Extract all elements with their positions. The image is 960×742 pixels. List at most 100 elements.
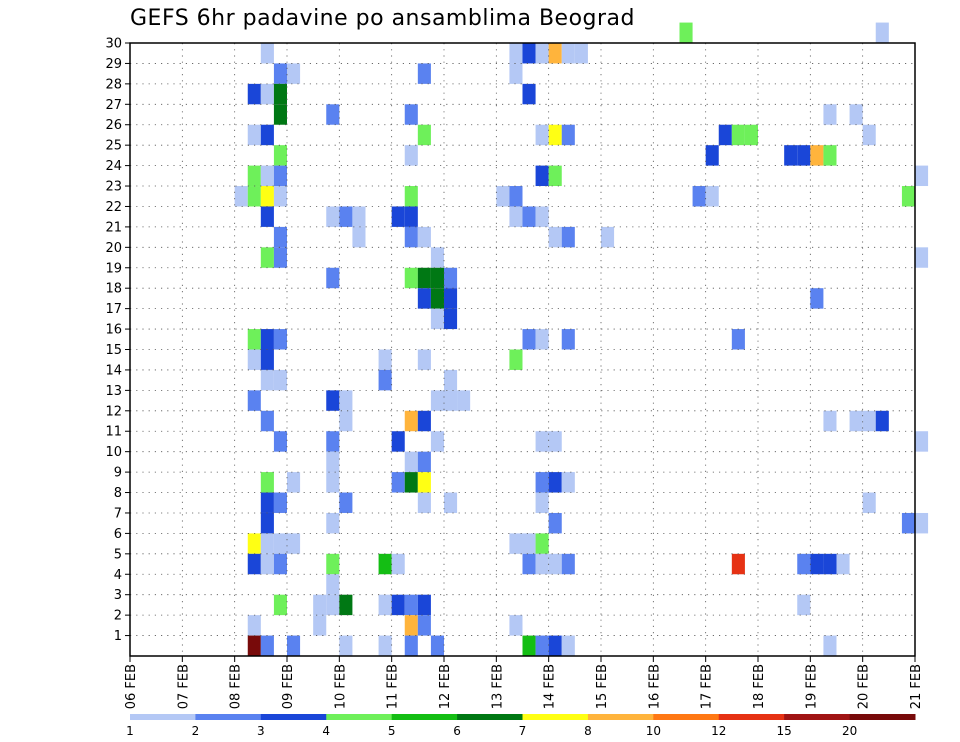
heatmap-cell bbox=[692, 186, 706, 207]
heatmap-cell bbox=[444, 288, 458, 309]
heatmap-cell bbox=[444, 267, 458, 289]
heatmap-cell bbox=[247, 615, 261, 636]
y-tick-label: 15 bbox=[105, 343, 122, 358]
heatmap-cell bbox=[862, 410, 876, 432]
y-tick-label: 9 bbox=[114, 466, 122, 481]
heatmap-cell bbox=[417, 288, 431, 309]
y-tick-label: 1 bbox=[114, 629, 122, 644]
heatmap-cell bbox=[339, 635, 353, 656]
heatmap-cell bbox=[326, 574, 340, 595]
heatmap-cell bbox=[444, 308, 458, 330]
x-tick-label: 16 FEB bbox=[647, 664, 662, 709]
y-tick-label: 25 bbox=[105, 139, 122, 154]
heatmap-cell bbox=[810, 145, 824, 166]
heatmap-cell bbox=[915, 431, 929, 452]
heatmap-cell bbox=[535, 206, 549, 227]
colorbar-swatch bbox=[784, 714, 851, 720]
heatmap-cell bbox=[823, 104, 837, 125]
colorbar-swatch bbox=[195, 714, 262, 720]
heatmap-cell bbox=[535, 472, 549, 493]
heatmap-cell bbox=[287, 63, 301, 84]
heatmap-cell bbox=[522, 553, 536, 575]
colorbar-label: 3 bbox=[257, 724, 265, 738]
heatmap-cell bbox=[287, 533, 301, 554]
heatmap-cell bbox=[548, 472, 562, 493]
heatmap-cell bbox=[273, 553, 287, 575]
heatmap-cell bbox=[260, 553, 274, 575]
heatmap-cell bbox=[509, 206, 523, 227]
heatmap-cell bbox=[391, 431, 405, 452]
y-tick-label: 3 bbox=[114, 588, 122, 603]
heatmap-cell bbox=[247, 165, 261, 187]
heatmap-cell bbox=[417, 63, 431, 84]
heatmap-cell bbox=[247, 390, 261, 411]
y-tick-label: 24 bbox=[105, 159, 122, 174]
grid-layer bbox=[130, 43, 915, 656]
colorbar-label: 12 bbox=[711, 724, 726, 738]
y-tick-label: 29 bbox=[105, 57, 122, 72]
heatmap-cell bbox=[522, 206, 536, 227]
heatmap-cell bbox=[875, 22, 889, 43]
heatmap-cell bbox=[273, 63, 287, 84]
heatmap-cell bbox=[273, 83, 287, 105]
heatmap-cell bbox=[797, 594, 811, 616]
heatmap-cell bbox=[797, 145, 811, 166]
heatmap-cell bbox=[444, 369, 458, 391]
y-tick-label: 6 bbox=[114, 527, 122, 542]
heatmap-cell bbox=[378, 553, 392, 575]
heatmap-cell bbox=[260, 349, 274, 370]
heatmap-cell bbox=[391, 553, 405, 575]
heatmap-cell bbox=[561, 43, 575, 64]
y-tick-label: 27 bbox=[105, 98, 122, 113]
heatmap-cell bbox=[548, 165, 562, 187]
heatmap-cell bbox=[404, 635, 418, 656]
heatmap-cell bbox=[522, 635, 536, 656]
heatmap-cell bbox=[326, 206, 340, 227]
y-tick-label: 10 bbox=[105, 445, 122, 460]
heatmap-cell bbox=[404, 104, 418, 125]
heatmap-cell bbox=[378, 349, 392, 370]
heatmap-cell bbox=[535, 329, 549, 350]
heatmap-cell bbox=[260, 369, 274, 391]
heatmap-cell bbox=[509, 186, 523, 207]
heatmap-cell bbox=[679, 22, 693, 43]
heatmap-cell bbox=[234, 186, 248, 207]
heatmap-cell bbox=[404, 615, 418, 636]
heatmap-cell bbox=[260, 124, 274, 146]
colorbar-label: 6 bbox=[453, 724, 461, 738]
heatmap-cell bbox=[417, 226, 431, 248]
heatmap-cell bbox=[522, 533, 536, 554]
colorbar-swatch bbox=[326, 714, 393, 720]
heatmap-cell bbox=[391, 594, 405, 616]
heatmap-cell bbox=[260, 186, 274, 207]
heatmap-cell bbox=[548, 553, 562, 575]
y-tick-label: 21 bbox=[105, 220, 122, 235]
y-tick-label: 20 bbox=[105, 241, 122, 256]
heatmap-cell bbox=[247, 83, 261, 105]
heatmap-cell bbox=[326, 553, 340, 575]
heatmap-cell bbox=[352, 226, 366, 248]
heatmap-cell bbox=[247, 533, 261, 554]
heatmap-cell bbox=[247, 329, 261, 350]
y-tick-label: 2 bbox=[114, 609, 122, 624]
heatmap-cell bbox=[862, 492, 876, 513]
heatmap-cell bbox=[339, 492, 353, 513]
heatmap-cell bbox=[260, 533, 274, 554]
heatmap-cell bbox=[535, 124, 549, 146]
x-tick-label: 21 FEB bbox=[909, 664, 924, 709]
heatmap-cell bbox=[535, 165, 549, 187]
heatmap-cell bbox=[352, 206, 366, 227]
heatmap-cell bbox=[417, 349, 431, 370]
heatmap-cell bbox=[430, 288, 444, 309]
x-tick-label: 07 FEB bbox=[176, 664, 191, 709]
x-tick-label: 10 FEB bbox=[333, 664, 348, 709]
heatmap-cell bbox=[273, 431, 287, 452]
x-tick-label: 09 FEB bbox=[281, 664, 296, 709]
heatmap-cell bbox=[326, 390, 340, 411]
heatmap-cell bbox=[339, 594, 353, 616]
heatmap-cell bbox=[430, 308, 444, 330]
heatmap-cell bbox=[260, 635, 274, 656]
x-tick-label: 08 FEB bbox=[229, 664, 244, 709]
heatmap-cell bbox=[901, 186, 915, 207]
